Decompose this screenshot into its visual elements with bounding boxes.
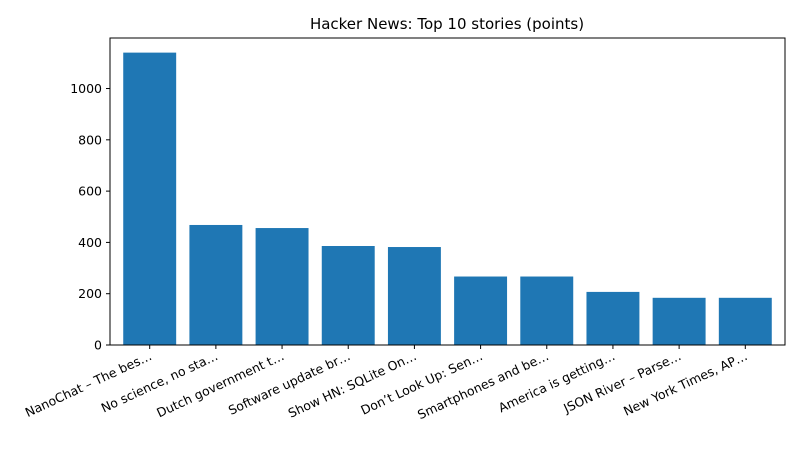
y-tick-label: 400 (78, 235, 102, 250)
x-tick-label: America is getting… (496, 348, 617, 415)
plot-frame (109, 37, 786, 346)
y-tick-label: 600 (78, 184, 102, 199)
bar (718, 297, 772, 345)
chart-title: Hacker News: Top 10 stories (points) (310, 15, 584, 33)
y-tick-label: 1000 (70, 81, 102, 96)
x-axis: NanoChat – The bes…No science, no sta…Du… (23, 345, 750, 422)
bar (652, 297, 706, 345)
y-tick-label: 800 (78, 132, 102, 147)
bars-group (123, 52, 772, 345)
bar (321, 246, 375, 345)
bar (520, 276, 574, 345)
bar (586, 291, 640, 345)
x-tick-label: NanoChat – The bes… (23, 348, 154, 420)
y-axis: 0 200 400 600 800 1000 (70, 81, 110, 353)
x-tick-label: New York Times, AP… (621, 348, 750, 419)
bar (255, 228, 309, 345)
bar (387, 247, 441, 345)
bar (123, 52, 177, 345)
bar (189, 224, 243, 345)
y-tick-label: 200 (78, 286, 102, 301)
y-tick-label: 0 (94, 338, 102, 353)
bar (454, 276, 508, 345)
